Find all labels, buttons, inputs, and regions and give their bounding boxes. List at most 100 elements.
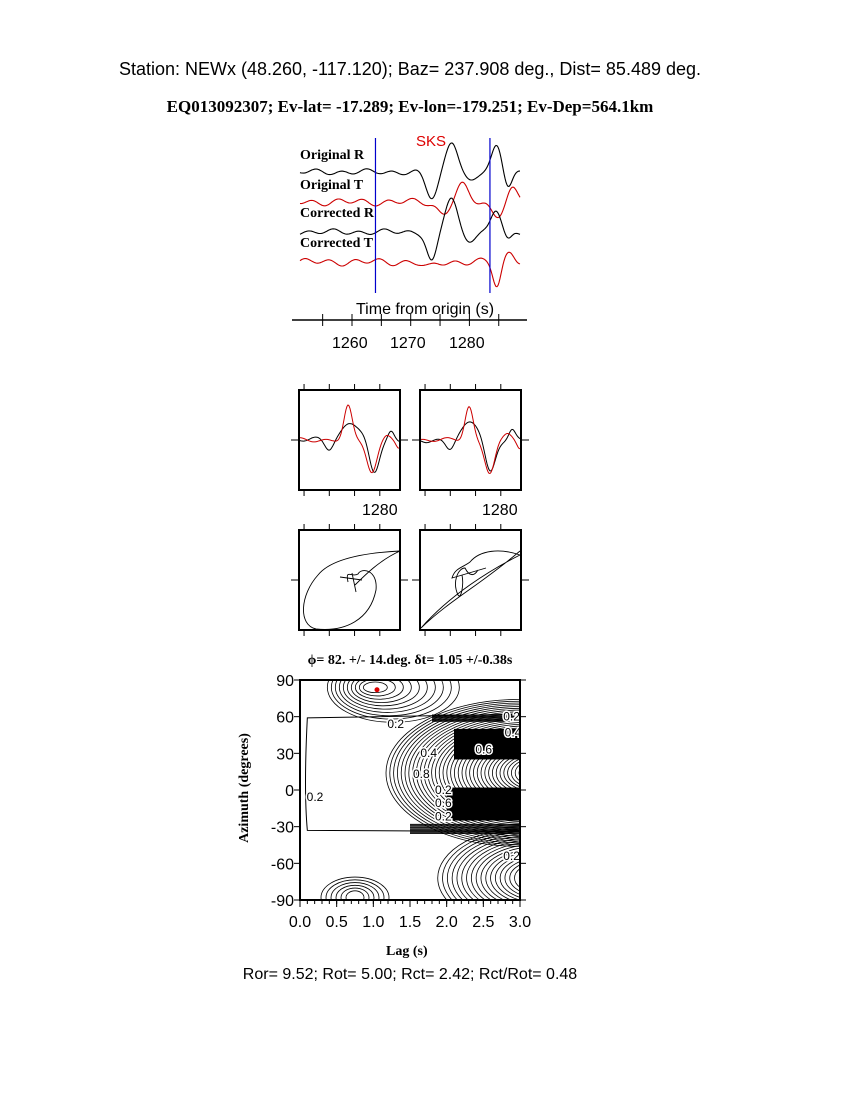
seismogram-trace: [299, 251, 521, 288]
x-tick-label: 0.0: [289, 914, 311, 931]
waveform-panel: [298, 389, 401, 491]
contour-label: 0.2: [503, 709, 520, 723]
contour-label: 0.2: [503, 849, 520, 863]
y-tick-label: 30: [276, 746, 294, 763]
contour-line: [475, 845, 520, 900]
event-line: EQ013092307; Ev-lat= -17.289; Ev-lon=-17…: [166, 97, 654, 116]
contour-line: [408, 709, 520, 837]
tick-label: 1260: [332, 335, 368, 352]
contour-label: 0.4: [505, 725, 522, 739]
fast-wave: [420, 421, 521, 472]
contour-line: [534, 871, 562, 886]
contour-line: [456, 835, 520, 900]
contour-line: [495, 751, 520, 794]
contour-title: ϕ= 82. +/- 14.deg. δt= 1.05 +/-0.38s: [307, 653, 513, 668]
contour-line: [469, 738, 520, 808]
contour-line: [457, 732, 520, 813]
contour-line: [350, 680, 412, 703]
contour-line: [334, 680, 444, 717]
contour-line: [494, 855, 520, 900]
seismogram-trace: [299, 181, 521, 219]
contour-line: [454, 731, 520, 815]
contour-line: [461, 838, 520, 900]
time-axis-label: Time from origin (s): [356, 301, 495, 318]
x-tick-label: 3.0: [509, 914, 531, 931]
contour-label: 0.2: [387, 717, 404, 731]
tick-label: 1280: [362, 502, 398, 519]
contour-line: [338, 680, 436, 713]
contour-line: [466, 840, 520, 900]
contour-line: [527, 765, 554, 782]
contour-line: [330, 680, 452, 720]
contour-line: [450, 729, 520, 817]
y-tick-label: -60: [271, 856, 294, 873]
contour-line: [485, 850, 520, 900]
contour-label: 0.4: [420, 746, 437, 760]
contour-line: [325, 879, 385, 900]
contour-line: [427, 718, 520, 828]
contour-line: [340, 887, 370, 900]
y-tick-label: 0: [285, 783, 294, 800]
y-tick-label: -30: [271, 820, 294, 837]
contour-line: [330, 882, 380, 900]
particle-motion-original: [303, 550, 401, 630]
contour-line: [499, 858, 520, 898]
contour-line: [431, 720, 520, 826]
contour-line: [518, 873, 520, 883]
y-tick-label: -90: [271, 893, 294, 910]
contour-line: [326, 680, 460, 723]
tick-label: 1280: [449, 335, 485, 352]
contour-line: [437, 826, 520, 900]
contour-line: [389, 700, 520, 845]
x-tick-label: 1.5: [399, 914, 421, 931]
contour-label: 0.6: [435, 796, 452, 810]
fast-wave: [299, 423, 400, 473]
ratios-line: Ror= 9.52; Rot= 5.00; Rct= 2.42; Rct/Rot…: [242, 966, 578, 983]
contour-line: [419, 714, 520, 831]
contour-line: [504, 861, 520, 895]
slow-wave: [421, 405, 521, 475]
contour-line: [438, 723, 520, 822]
contour-line: [507, 758, 520, 788]
y-tick-label: 90: [276, 673, 294, 690]
slow-wave: [300, 404, 400, 474]
contour-line: [509, 864, 520, 892]
contour-line: [488, 747, 520, 798]
contour-line: [518, 768, 520, 778]
trace-label: Corrected T: [300, 236, 373, 251]
seismogram-trace: [299, 142, 520, 200]
contour-line: [534, 768, 548, 778]
x-tick-label: 0.5: [326, 914, 348, 931]
contour-line: [362, 681, 388, 694]
contour-line: [480, 744, 520, 802]
contour-line: [435, 722, 520, 824]
contour-line: [320, 876, 390, 900]
particle-motion-corrected: [420, 550, 522, 629]
contour-line: [492, 749, 520, 796]
contour-line: [446, 831, 520, 900]
contour-line: [442, 828, 520, 900]
x-tick-label: 2.5: [472, 914, 494, 931]
contour-label: 0.2: [307, 790, 324, 804]
contour-line: [346, 680, 420, 707]
contour-line: [511, 761, 520, 785]
contour-label: 0.6: [475, 742, 492, 756]
contour-line: [484, 745, 520, 800]
contour-line: [514, 764, 520, 782]
contour-line: [412, 711, 520, 835]
contour-line: [354, 680, 404, 700]
contour-line: [423, 716, 520, 830]
contour-line: [451, 833, 520, 900]
contour-line: [490, 852, 520, 900]
tick-label: 1270: [390, 335, 426, 352]
contour-line: [345, 890, 365, 900]
station-line: Station: NEWx (48.260, -117.120); Baz= 2…: [118, 59, 702, 79]
contour-line: [416, 713, 520, 833]
seismogram-trace: [299, 197, 521, 261]
contour-line: [400, 706, 520, 840]
contour-line: [446, 727, 520, 819]
contour-line: [465, 736, 520, 810]
contour-line: [499, 754, 520, 792]
